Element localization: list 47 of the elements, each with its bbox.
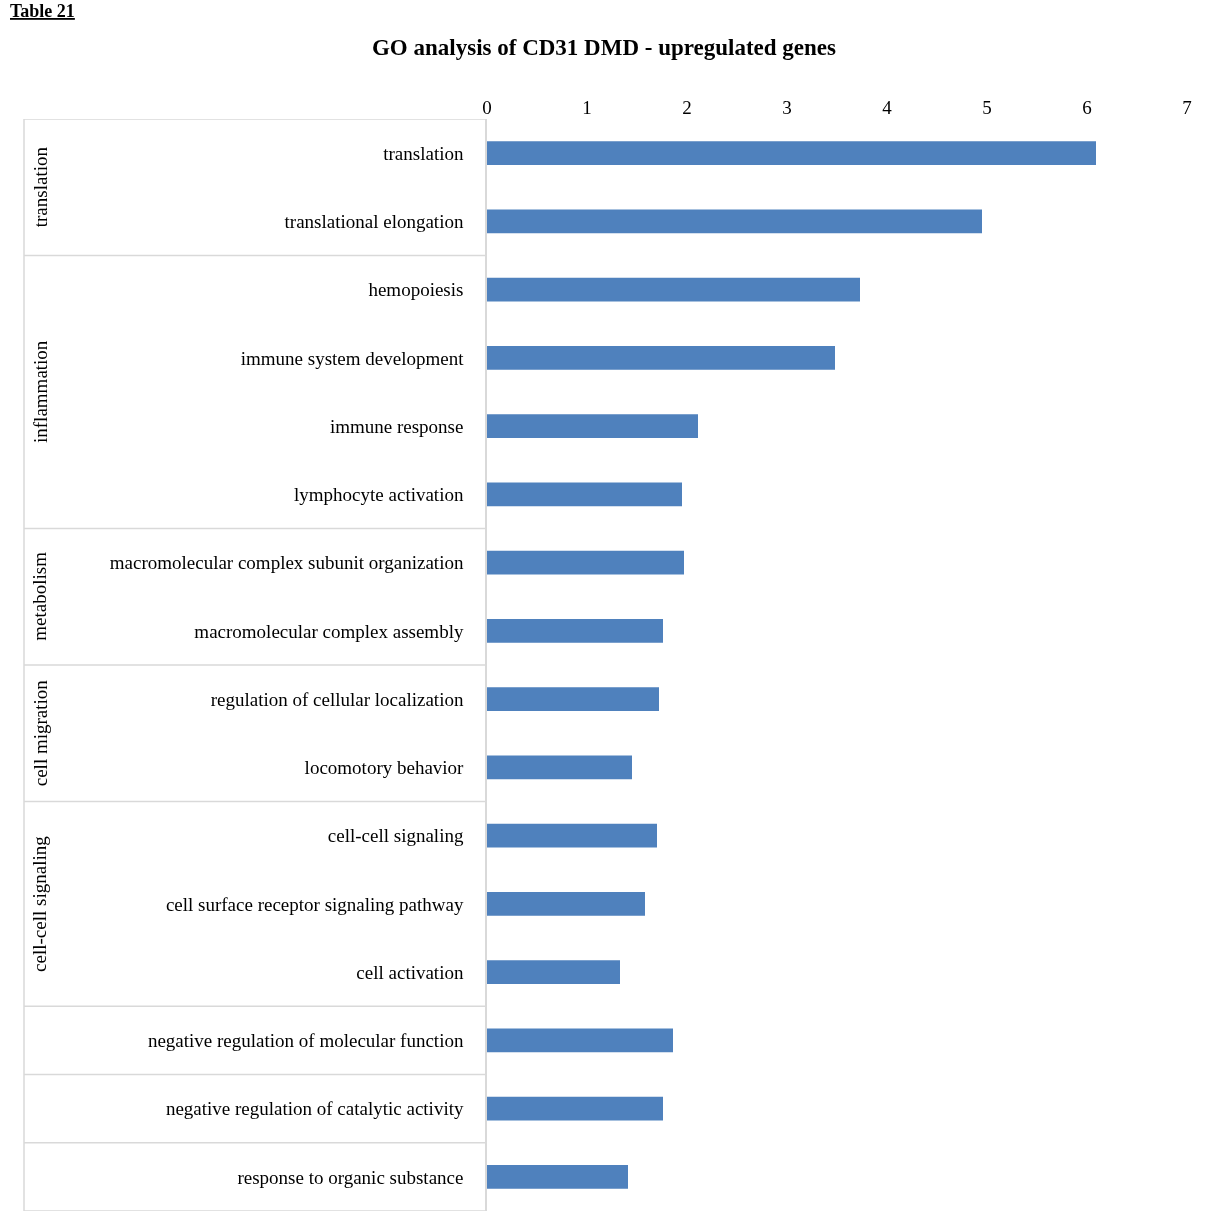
bar — [487, 823, 657, 848]
y-tick-label: negative regulation of molecular function — [147, 1030, 464, 1052]
x-tick-label: 6 — [1082, 97, 1092, 119]
bar — [487, 1164, 628, 1189]
bar — [487, 960, 620, 985]
y-tick-label: immune system development — [240, 347, 465, 369]
text: inflammation — [30, 340, 51, 443]
x-tick-label: 7 — [1182, 97, 1192, 119]
bar — [487, 755, 632, 780]
x-tick-label: 1 — [582, 97, 592, 119]
text: translation — [29, 146, 51, 228]
bar — [487, 414, 698, 439]
text: cell-cell signaling — [29, 835, 51, 972]
y-tick-label: locomotory behavior — [304, 757, 465, 779]
bar — [487, 1096, 663, 1121]
y-tick-label: immune response — [329, 415, 464, 437]
y-tick-label: negative regulation of catalytic activity — [165, 1098, 464, 1120]
y-tick-label: response to organic substance — [237, 1166, 464, 1188]
bar — [487, 345, 835, 370]
x-tick-label: 0 — [482, 97, 492, 119]
text: cell migration — [29, 679, 51, 787]
bar — [487, 209, 982, 234]
y-tick-label: cell surface receptor signaling pathway — [165, 893, 464, 915]
x-tick-label: 3 — [782, 97, 792, 119]
bar — [487, 618, 663, 643]
y-tick-label: macromolecular complex subunit organization — [109, 552, 464, 574]
bar — [487, 482, 682, 507]
bar — [487, 891, 645, 916]
bar — [487, 141, 1096, 166]
y-tick-label: translation — [383, 142, 464, 164]
bar — [487, 277, 860, 302]
y-tick-label: macromolecular complex assembly — [194, 620, 464, 642]
x-tick-label: 2 — [682, 97, 692, 119]
bar — [487, 687, 659, 712]
text: metabolism — [29, 551, 51, 641]
y-tick-label: cell-cell signaling — [327, 825, 464, 847]
y-tick-label: hemopoiesis — [368, 279, 464, 301]
x-tick-label: 5 — [982, 97, 992, 119]
bar — [487, 550, 684, 575]
x-tick-label: 4 — [882, 97, 893, 119]
y-tick-label: lymphocyte activation — [294, 484, 464, 506]
caption: Table 21 — [10, 1, 75, 21]
chart-title: GO analysis of CD31 DMD - upregulated genes — [371, 35, 837, 61]
y-tick-label: regulation of cellular localization — [210, 688, 464, 710]
y-tick-label: cell activation — [356, 961, 464, 983]
y-tick-label: translational elongation — [284, 211, 464, 233]
bar — [487, 1028, 673, 1053]
